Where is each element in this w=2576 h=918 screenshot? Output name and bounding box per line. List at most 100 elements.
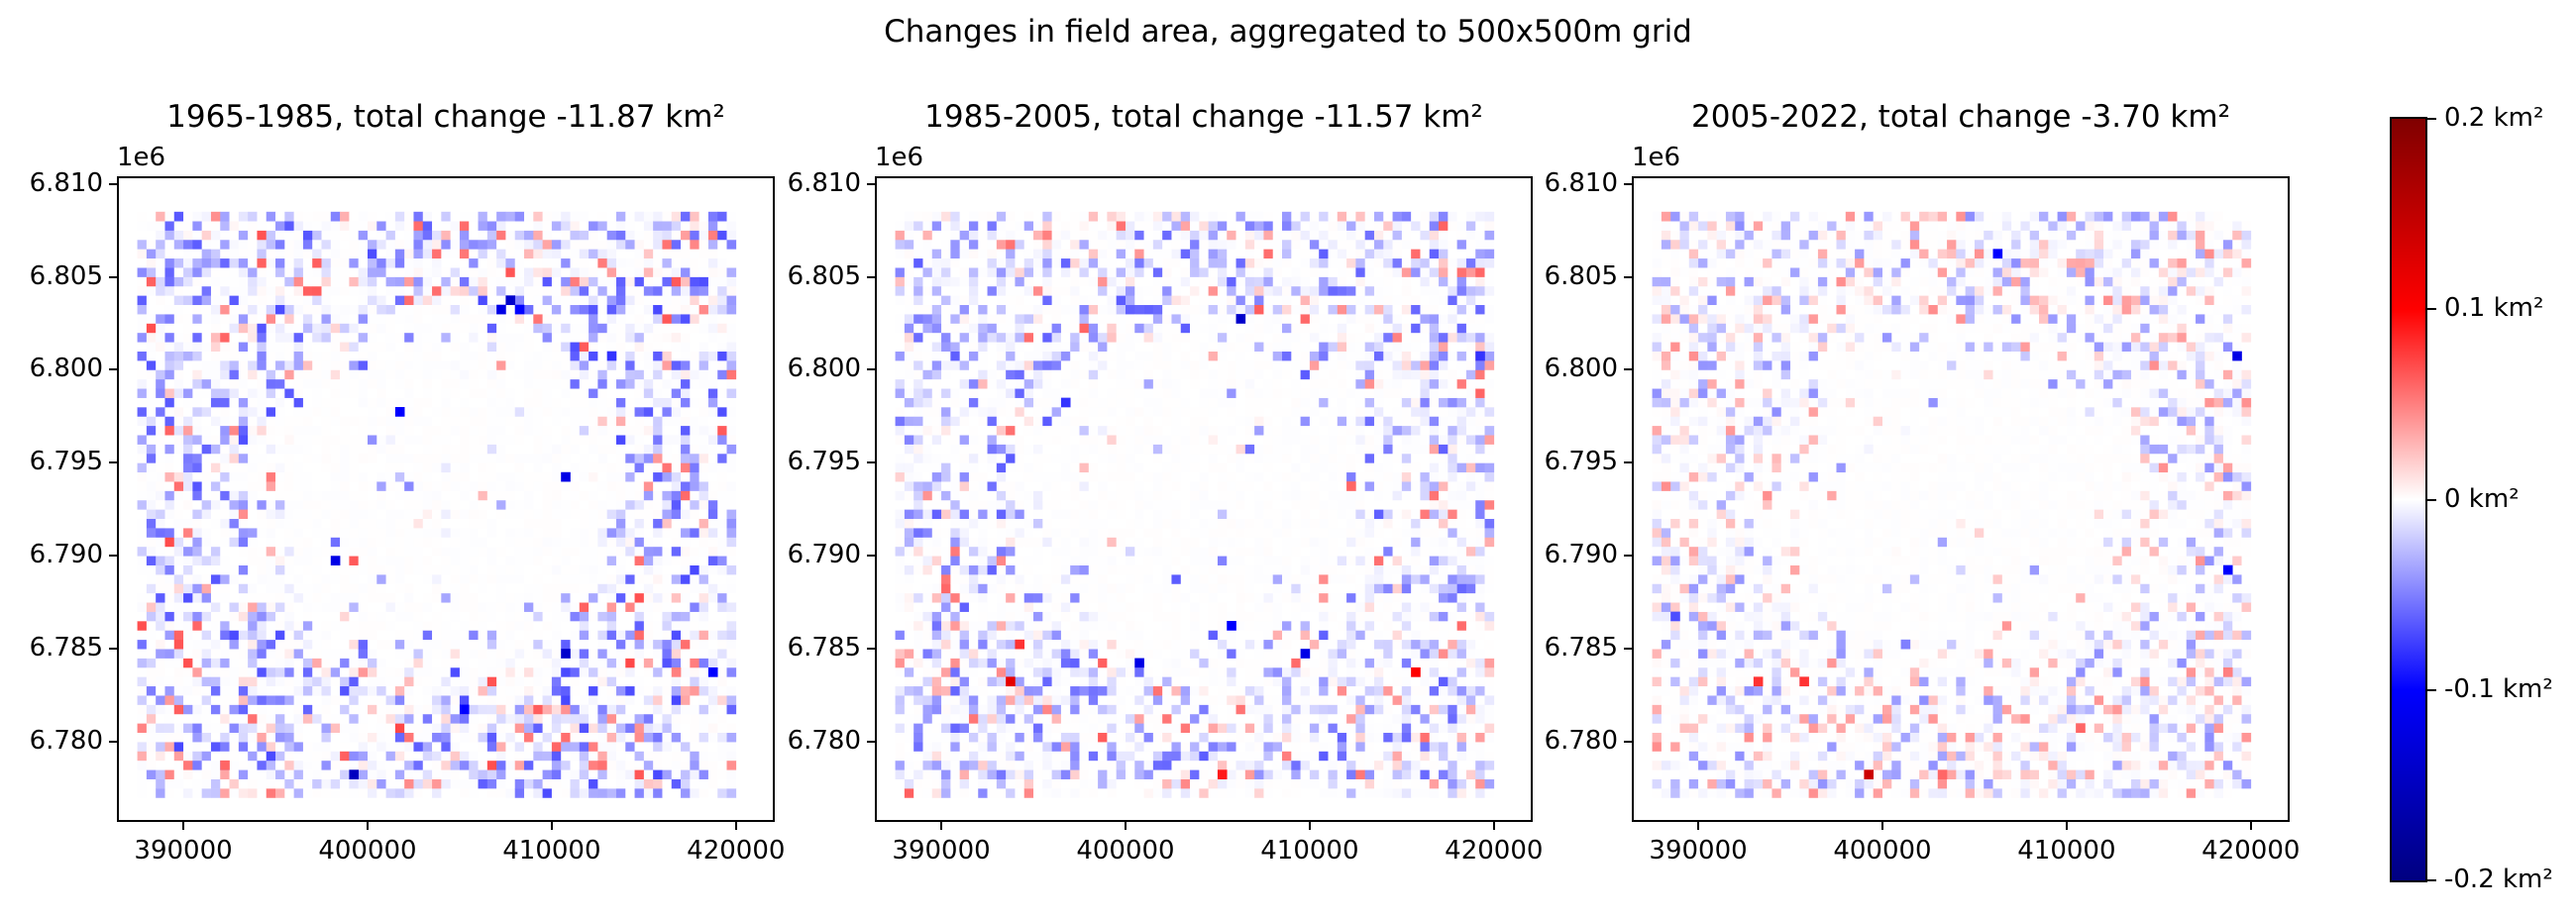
heatmap-cell [432, 342, 442, 352]
heatmap-cell [450, 639, 461, 650]
heatmap-cell [210, 314, 221, 324]
heatmap-cell [643, 528, 654, 538]
heatmap-cell [293, 649, 304, 659]
heatmap-cell [551, 444, 562, 455]
heatmap-cell [432, 713, 442, 724]
heatmap-cell [643, 332, 654, 343]
heatmap-cell [579, 509, 590, 520]
heatmap-cell [895, 509, 906, 520]
heatmap-cell [394, 471, 405, 482]
heatmap-cell [349, 369, 359, 380]
heatmap-cell [987, 778, 998, 789]
heatmap-cell [238, 732, 249, 743]
heatmap-cell [156, 509, 165, 520]
heatmap-cell [978, 332, 988, 343]
heatmap-cell [968, 760, 979, 770]
heatmap-cell [312, 742, 322, 752]
heatmap-cell [340, 257, 350, 268]
heatmap-cell [579, 360, 590, 370]
heatmap-cell [606, 295, 617, 306]
heatmap-cell [643, 611, 654, 622]
heatmap-cell [164, 713, 175, 724]
heatmap-cell [625, 695, 635, 705]
heatmap-cell [615, 490, 626, 501]
heatmap-cell [156, 211, 165, 222]
heatmap-hotspot-cell [394, 407, 405, 417]
heatmap-cell [726, 471, 737, 482]
heatmap-cell [717, 425, 727, 436]
heatmap-cell [996, 471, 1007, 482]
heatmap-cell [1015, 360, 1025, 370]
heatmap-cell [950, 760, 960, 770]
heatmap-cell [922, 295, 933, 306]
heatmap-cell [551, 239, 562, 250]
heatmap-cell [469, 509, 479, 520]
heatmap-cell [542, 276, 553, 287]
heatmap-cell [367, 658, 377, 668]
heatmap-cell [589, 742, 598, 752]
heatmap-cell [551, 564, 562, 575]
heatmap-cell [321, 221, 332, 231]
heatmap-cell [210, 518, 221, 529]
heatmap-cell [707, 574, 718, 584]
heatmap-cell [394, 509, 405, 520]
heatmap-cell [404, 732, 414, 743]
heatmap-cell [505, 713, 516, 724]
heatmap-cell [275, 639, 285, 650]
heatmap-cell [459, 658, 470, 668]
heatmap-cell [551, 723, 562, 734]
heatmap-cell [597, 360, 607, 370]
heatmap-cell [229, 453, 240, 463]
heatmap-cell [478, 481, 488, 491]
heatmap-cell [681, 276, 691, 287]
heatmap-cell [137, 518, 148, 529]
heatmap-cell [698, 788, 709, 798]
heatmap-cell [681, 713, 691, 724]
heatmap-cell [238, 537, 249, 548]
heatmap-cell [707, 751, 718, 762]
heatmap-cell [496, 360, 506, 370]
heatmap-cell [248, 537, 258, 548]
heatmap-cell [959, 649, 970, 659]
heatmap-cell [996, 285, 1007, 296]
heatmap-cell [486, 453, 497, 463]
heatmap-cell [275, 267, 285, 277]
heatmap-cell [459, 621, 470, 631]
heatmap-cell [653, 221, 663, 231]
heatmap-cell [643, 388, 654, 398]
heatmap-cell [385, 778, 396, 789]
heatmap-cell [662, 621, 673, 631]
heatmap-cell [183, 499, 193, 510]
heatmap-cell [312, 397, 322, 408]
heatmap-cell [615, 221, 626, 231]
heatmap-cell [904, 490, 914, 501]
heatmap-cell [625, 760, 635, 770]
heatmap-cell [229, 360, 240, 370]
heatmap-cell [514, 239, 525, 250]
heatmap-cell [615, 778, 626, 789]
heatmap-cell [589, 471, 598, 482]
heatmap-cell [385, 676, 396, 687]
heatmap-cell [210, 285, 221, 296]
heatmap-cell [542, 295, 553, 306]
heatmap-cell [913, 323, 923, 334]
heatmap-cell [542, 630, 553, 641]
heatmap-cell [1015, 351, 1025, 361]
heatmap-cell [606, 407, 617, 417]
heatmap-cell [404, 788, 414, 798]
heatmap-cell [643, 490, 654, 501]
heatmap-cell [968, 314, 979, 324]
heatmap-cell [514, 509, 525, 520]
heatmap-cell [904, 695, 914, 705]
heatmap-cell [606, 267, 617, 277]
heatmap-cell [257, 267, 268, 277]
heatmap-cell [220, 304, 230, 315]
heatmap-cell [394, 685, 405, 696]
heatmap-cell [321, 304, 332, 315]
heatmap-cell [248, 332, 258, 343]
heatmap-cell [404, 360, 414, 370]
heatmap-cell [340, 751, 350, 762]
heatmap-cell [514, 556, 525, 565]
heatmap-cell [137, 509, 148, 520]
heatmap-cell [931, 658, 942, 668]
